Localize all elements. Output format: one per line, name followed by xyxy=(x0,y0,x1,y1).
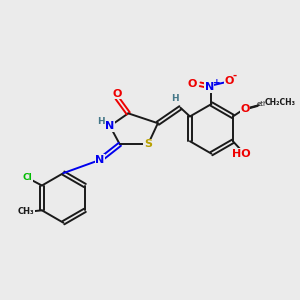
Text: CH₂CH₃: CH₂CH₃ xyxy=(265,98,296,107)
Text: N: N xyxy=(205,82,214,92)
Text: O: O xyxy=(112,88,122,99)
Text: H: H xyxy=(172,94,179,103)
Text: H: H xyxy=(97,117,105,126)
Text: HO: HO xyxy=(232,149,251,159)
Text: ethyl: ethyl xyxy=(257,101,275,107)
Text: O: O xyxy=(224,76,234,86)
Text: +: + xyxy=(213,78,220,87)
Text: Cl: Cl xyxy=(22,173,32,182)
Text: -: - xyxy=(233,70,237,80)
Text: O: O xyxy=(188,79,197,89)
Text: N: N xyxy=(95,155,105,165)
Text: S: S xyxy=(144,140,152,149)
Text: N: N xyxy=(105,121,115,131)
Text: CH₃: CH₃ xyxy=(18,207,35,216)
Text: O: O xyxy=(240,103,249,114)
